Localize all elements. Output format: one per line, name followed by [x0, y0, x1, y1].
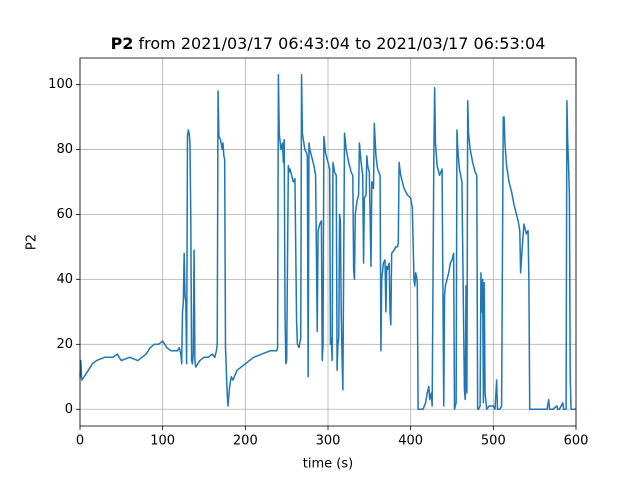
y-tick-label: 60 [56, 207, 73, 222]
title-name: P2 [111, 34, 134, 53]
y-tick-label: 40 [56, 272, 73, 287]
title-text: from 2021/03/17 06:43:04 to 2021/03/17 0… [133, 34, 545, 53]
x-axis-label: time (s) [303, 457, 353, 472]
y-tick-label: 80 [56, 142, 73, 157]
chart-title: P2 from 2021/03/17 06:43:04 to 2021/03/1… [111, 34, 546, 53]
y-axis-label: P2 [25, 234, 40, 250]
x-tick-label: 600 [564, 434, 589, 449]
y-tick-label: 100 [48, 77, 73, 92]
x-tick-label: 0 [76, 434, 84, 449]
y-tick-label: 20 [56, 337, 73, 352]
plot-frame [79, 57, 577, 427]
x-tick-label: 300 [316, 434, 341, 449]
line-series [79, 73, 576, 411]
x-tick-label: 200 [233, 434, 258, 449]
x-tick-label: 400 [398, 434, 423, 449]
x-tick-label: 500 [481, 434, 506, 449]
y-tick-label: 0 [65, 402, 73, 417]
x-tick-label: 100 [150, 434, 175, 449]
